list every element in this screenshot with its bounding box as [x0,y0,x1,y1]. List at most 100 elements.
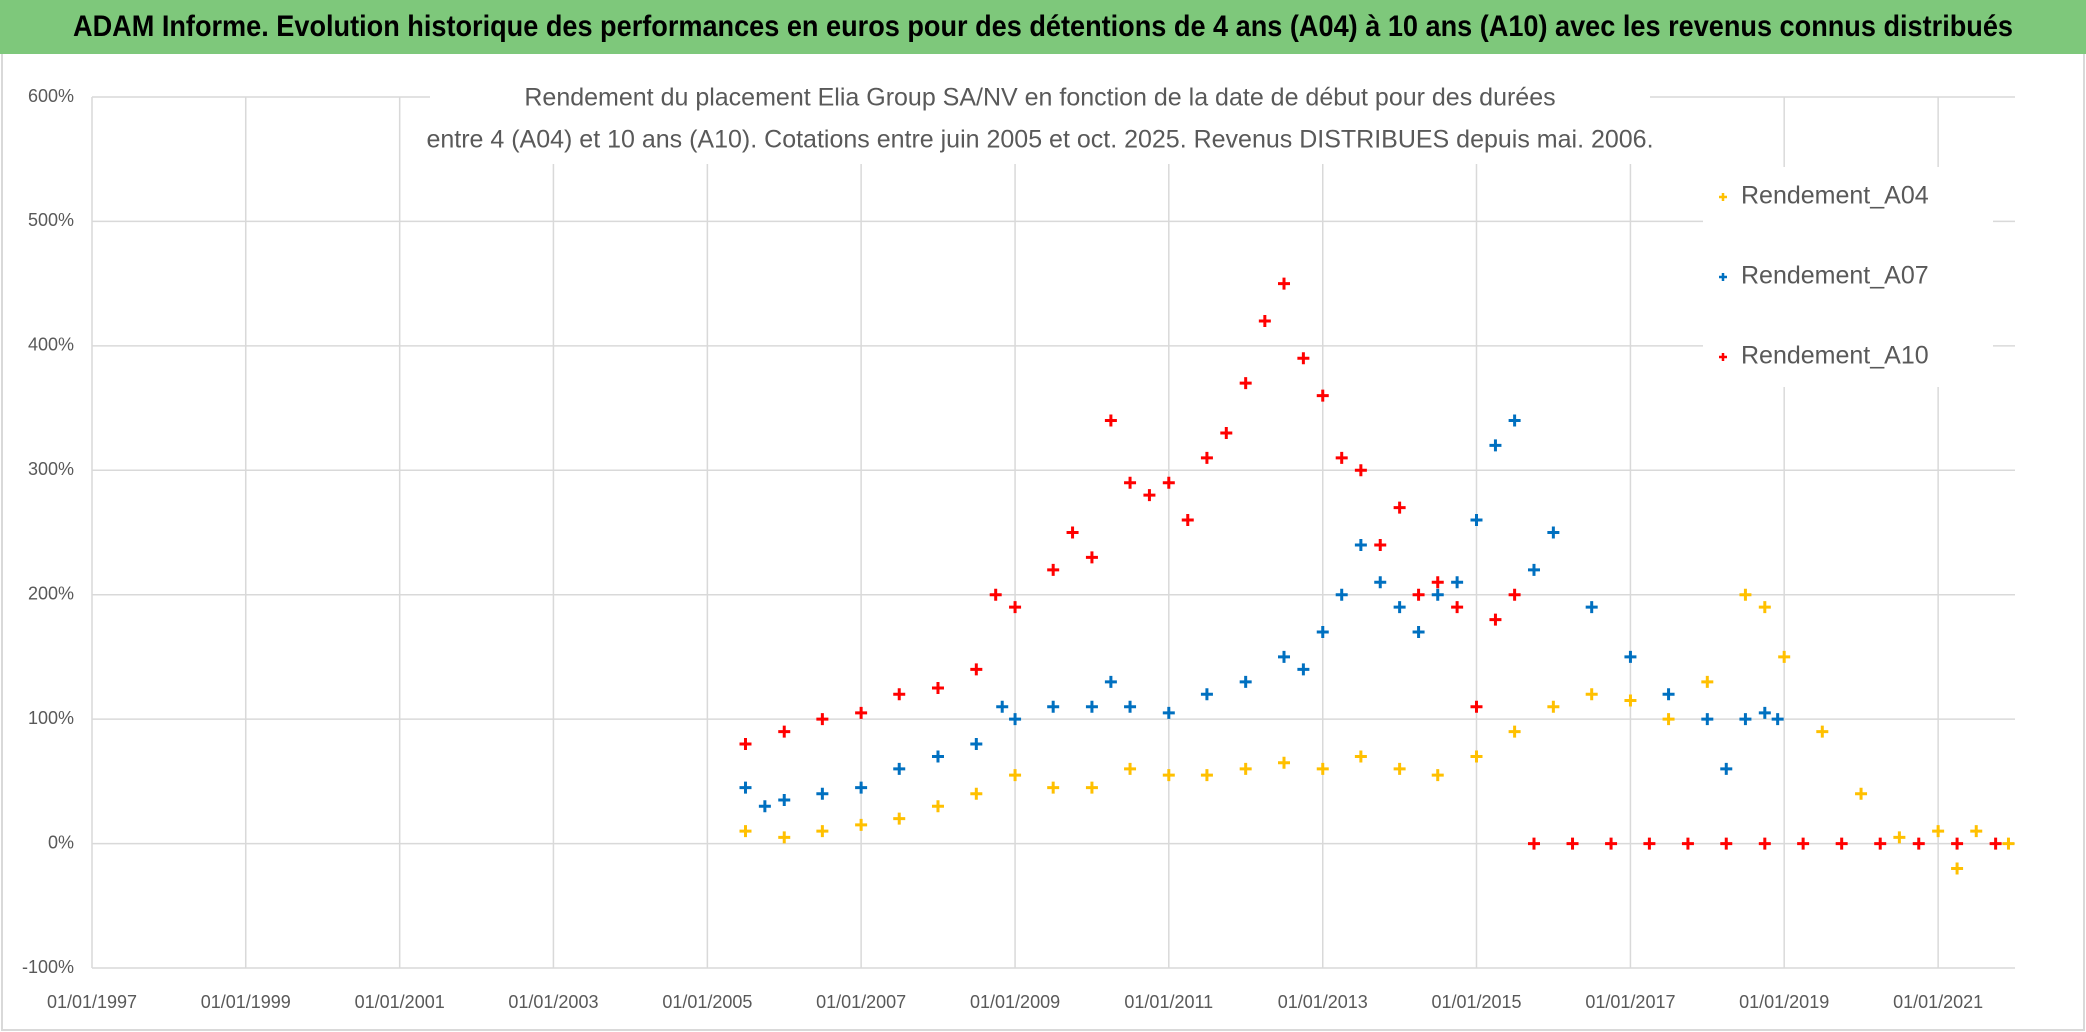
data-point [1508,725,1521,738]
data-point [816,825,829,838]
data-point [1624,694,1637,707]
legend-marker [1719,353,1727,361]
data-point [1316,762,1329,775]
data-point [1470,700,1483,713]
data-point [1374,538,1387,551]
data-point [739,825,752,838]
x-tick-label: 01/01/2021 [1893,992,1983,1012]
data-point [931,682,944,695]
data-point [1162,769,1175,782]
legend-marker [1719,193,1727,201]
data-point [1316,626,1329,639]
data-point [1335,588,1348,601]
y-tick-label: 200% [28,583,74,603]
data-point [1085,551,1098,564]
subtitle: Rendement du placement Elia Group SA/NV … [524,84,1555,112]
data-point [1662,713,1675,726]
data-point [996,700,1009,713]
x-tick-label: 01/01/2001 [355,992,445,1012]
x-tick-label: 01/01/2007 [816,992,906,1012]
data-point [893,762,906,775]
legend-label: Rendement_A10 [1741,342,1929,370]
data-point [1989,837,2002,850]
data-point [1874,837,1887,850]
data-point [893,688,906,701]
subtitle-box [430,78,1650,164]
data-point [1297,352,1310,365]
data-point [1009,713,1022,726]
data-point [1258,314,1271,327]
data-point [778,831,791,844]
data-point [1354,464,1367,477]
x-tick-label: 01/01/2011 [1124,992,1213,1012]
data-point [1047,563,1060,576]
data-point [855,781,868,794]
data-point [1220,426,1233,439]
legend: Rendement_A04 Rendement_A07 Rendement_A10 [1703,167,1993,387]
data-point [1239,762,1252,775]
data-point [1162,476,1175,489]
data-point [1412,626,1425,639]
data-point [1085,700,1098,713]
data-point [1124,762,1137,775]
data-point [816,713,829,726]
data-point [739,781,752,794]
data-point [1451,576,1464,589]
data-point [1605,837,1618,850]
y-tick-label: 600% [28,86,74,106]
data-point [1489,439,1502,452]
data-point [1124,700,1137,713]
data-point [1431,588,1444,601]
data-point [1124,476,1137,489]
data-point [1278,277,1290,290]
plot-background [92,97,2015,968]
data-point [1354,750,1367,763]
y-tick-label: 0% [48,832,74,852]
y-tick-label: 100% [28,708,74,728]
data-point [1720,837,1733,850]
data-point [1932,825,1945,838]
data-point [1085,781,1098,794]
data-point [1431,769,1444,782]
data-point [1624,650,1637,663]
data-point [1393,762,1406,775]
data-point [893,812,906,825]
data-point [1451,601,1464,614]
data-point [1104,675,1117,688]
x-tick-label: 01/01/1997 [47,992,137,1012]
data-point [1778,650,1791,663]
data-point [1970,825,1983,838]
data-point [1470,514,1483,527]
title-bar [0,0,2086,54]
data-point [1047,781,1060,794]
y-tick-label: 400% [28,335,74,355]
data-point [1893,831,1906,844]
data-point [1701,713,1714,726]
y-tick-label: 300% [28,459,74,479]
x-tick-label: 01/01/2013 [1278,992,1368,1012]
data-point [1393,501,1406,514]
legend-box [1703,167,1993,387]
data-point [778,725,791,738]
x-tick-label: 01/01/2017 [1585,992,1675,1012]
data-point [1278,756,1290,769]
data-point [1816,725,1829,738]
data-point [1758,706,1771,719]
data-point [1431,576,1444,589]
data-point [758,800,771,813]
data-point [1643,837,1656,850]
data-point [1393,601,1406,614]
data-point [1758,837,1771,850]
data-point [1200,688,1213,701]
data-point [1009,769,1022,782]
data-point [1951,862,1964,875]
data-point [970,738,983,751]
data-point [855,706,868,719]
data-point [1547,700,1560,713]
data-point [1547,526,1560,539]
legend-marker [1719,273,1727,281]
data-point [970,787,983,800]
data-point [1239,675,1252,688]
x-tick-label: 01/01/2009 [970,992,1060,1012]
data-point [1566,837,1579,850]
